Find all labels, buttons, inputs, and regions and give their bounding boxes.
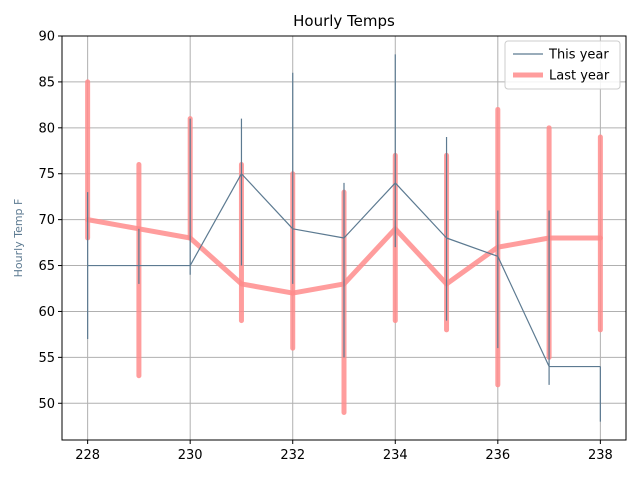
step-segment (446, 237, 499, 257)
y-tick-label: 50 (38, 397, 55, 412)
step-segment (343, 182, 396, 239)
x-tick-label: 234 (383, 448, 408, 463)
y-tick-label: 70 (38, 213, 55, 228)
step-segment (292, 228, 345, 239)
legend-label-last-year: Last year (549, 69, 610, 84)
step-segment (497, 256, 550, 367)
step-segment (394, 182, 447, 239)
y-tick-label: 90 (38, 30, 55, 45)
x-tick-label: 236 (485, 448, 510, 463)
ticks: 228 230 232 234 236 238 50 55 60 65 70 75 80 85 90 (38, 30, 612, 464)
step-segment (392, 226, 450, 287)
step-segment (187, 235, 244, 287)
x-tick-label: 238 (588, 448, 613, 463)
plot-area (85, 54, 603, 422)
x-tick-label: 232 (280, 448, 305, 463)
step-segment (238, 281, 296, 296)
legend-label-this-year: This year (548, 48, 609, 63)
chart-title: Hourly Temps (293, 12, 395, 30)
step-segment (241, 173, 294, 230)
step-segment (189, 173, 242, 266)
x-tick-label: 230 (178, 448, 203, 463)
step-segment (85, 217, 142, 232)
y-tick-label: 85 (38, 75, 55, 90)
step-segment (495, 235, 552, 250)
series-this-year (87, 54, 601, 422)
step-segment (290, 281, 347, 296)
legend: This year Last year (504, 40, 621, 90)
y-tick-label: 60 (38, 305, 55, 320)
axes-frame (61, 35, 627, 441)
step-segment (136, 226, 193, 241)
x-tick-label: 228 (75, 448, 100, 463)
y-tick-label: 55 (38, 351, 55, 366)
y-tick-label: 75 (38, 167, 55, 182)
step-segment (341, 226, 398, 287)
y-tick-label: 80 (38, 121, 55, 136)
y-tick-label: 65 (38, 259, 55, 274)
y-axis-label: Hourly Temp F (12, 199, 25, 278)
